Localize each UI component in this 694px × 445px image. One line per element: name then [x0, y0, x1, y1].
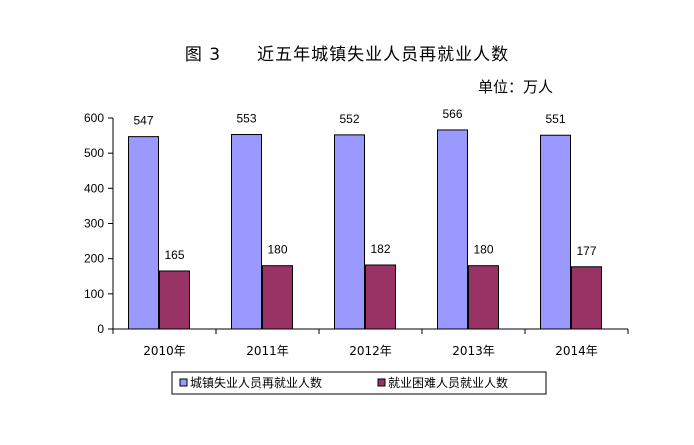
- data-label: 180: [267, 243, 287, 257]
- bar-difficult-3: [468, 265, 499, 330]
- data-label: 165: [164, 248, 184, 262]
- legend-box: [171, 371, 547, 395]
- bar-difficult-4: [571, 266, 602, 330]
- legend-swatch: [179, 378, 188, 387]
- bar-reemployed-0: [128, 136, 159, 330]
- unit-label: 单位：万人: [478, 78, 554, 96]
- data-label: 182: [370, 242, 390, 256]
- data-label: 566: [442, 107, 462, 121]
- data-label: 551: [545, 112, 565, 126]
- x-tick-label: 2012年: [349, 344, 392, 358]
- legend-swatch: [377, 378, 386, 387]
- y-tick-label: 300: [84, 217, 104, 231]
- y-tick-label: 200: [84, 252, 104, 266]
- data-label: 177: [576, 244, 596, 258]
- bar-reemployed-2: [334, 134, 365, 330]
- y-tick-label: 400: [84, 181, 104, 195]
- x-tick-label: 2013年: [452, 344, 495, 358]
- y-tick-label: 500: [84, 146, 104, 160]
- bar-difficult-2: [365, 264, 396, 330]
- x-tick-label: 2011年: [246, 344, 289, 358]
- y-tick-label: 0: [97, 322, 104, 336]
- data-label: 547: [133, 114, 153, 128]
- x-tick-label: 2014年: [555, 344, 598, 358]
- legend-label: 城镇失业人员再就业人数: [190, 375, 322, 390]
- y-tick-label: 100: [84, 287, 104, 301]
- y-tick-label: 600: [84, 111, 104, 125]
- data-label: 553: [236, 112, 256, 126]
- bar-difficult-1: [262, 265, 293, 330]
- x-tick-label: 2010年: [143, 344, 186, 358]
- legend-label: 就业困难人员就业人数: [388, 375, 508, 390]
- chart-title: 图 3 近五年城镇失业人员再就业人数: [184, 45, 510, 65]
- bar-reemployed-3: [437, 129, 468, 330]
- data-label: 552: [339, 112, 359, 126]
- data-label: 180: [473, 243, 493, 257]
- bar-reemployed-1: [231, 134, 262, 330]
- bar-reemployed-4: [540, 134, 571, 330]
- bar-difficult-0: [159, 270, 190, 330]
